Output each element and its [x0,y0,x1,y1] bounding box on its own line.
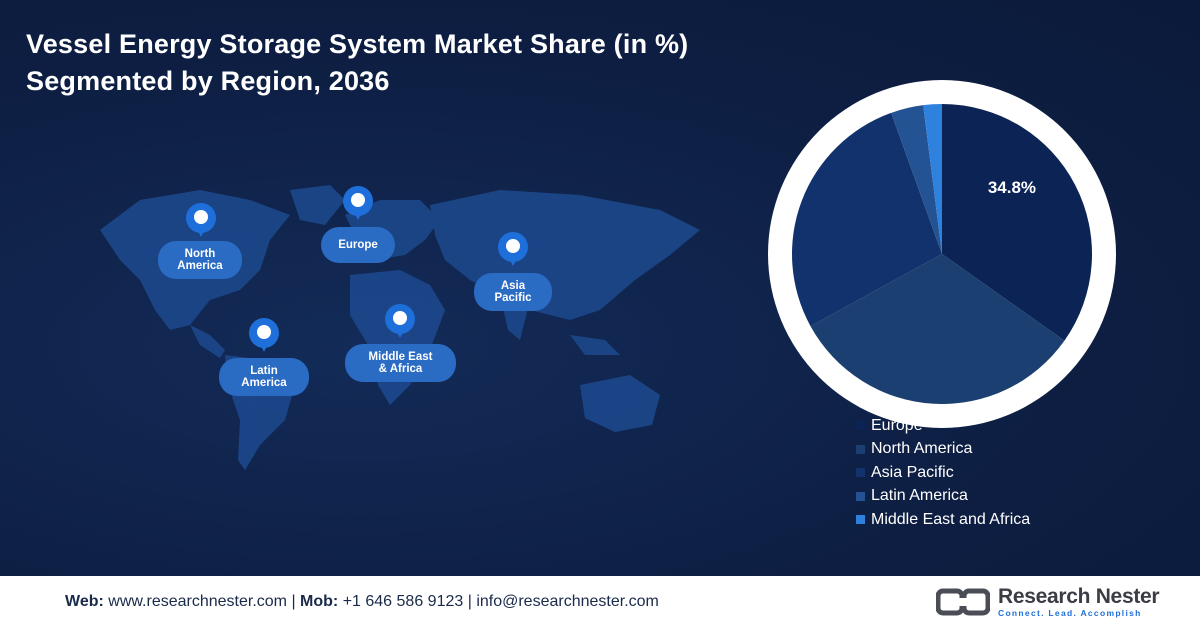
legend-label: Asia Pacific [871,463,954,481]
legend-swatch [856,444,865,454]
pie-slice-north-america [810,254,1065,404]
pie-slice-latin-america [891,105,942,254]
legend-item: Middle East and Africa [856,508,1030,532]
map-pin-icon [498,232,528,272]
map-label-latin-america: Latin America [219,358,309,396]
map-label-asia-pacific: Asia Pacific [474,273,552,311]
map-pin-icon [385,304,415,344]
logo-tagline: Connect. Lead. Accomplish [998,608,1142,618]
legend-swatch [856,468,865,478]
legend-label: Middle East and Africa [871,510,1031,528]
legend-item: Europe [856,414,1030,438]
data-label: 34.8% [988,178,1036,197]
pie-slice-europe [942,104,1092,341]
map-label-north-america: North America [158,241,242,279]
separator: | [287,593,301,610]
separator: | [463,593,477,610]
logo-name: Research Nester [998,585,1160,608]
email-value: info@researchnester.com [476,593,659,610]
legend-item: Asia Pacific [856,461,1030,485]
legend-label: Europe [871,416,923,434]
web-value: www.researchnester.com [103,593,287,610]
legend-label: North America [871,440,973,458]
map-label-middle-east-africa: Middle East & Africa [345,344,456,382]
legend-swatch [856,491,865,501]
map-label-europe: Europe [321,227,395,263]
chart-title: Vessel Energy Storage System Market Shar… [26,26,688,100]
mob-label: Mob: [300,593,339,610]
mob-value: +1 646 586 9123 [338,593,464,610]
legend-swatch [856,421,865,431]
infographic-panel: Vessel Energy Storage System Market Shar… [0,0,1200,576]
web-label: Web: [65,593,104,610]
legend-item: North America [856,438,1030,462]
contact-info: Web: www.researchnester.com | Mob: +1 64… [65,593,659,611]
map-pin-icon [186,203,216,243]
map-pin-icon [249,318,279,358]
title-line-2: Segmented by Region, 2036 [26,66,390,96]
legend-item: Latin America [856,485,1030,509]
research-nester-logo: Research Nester Connect. Lead. Accomplis… [935,584,1160,620]
logo-mark-icon [935,588,991,616]
pie-chart: 34.8% [792,104,1092,404]
map-pin-icon [343,186,373,226]
pie-slice-asia-pacific [792,112,942,327]
chart-legend: Europe North America Asia Pacific Latin Ame… [856,414,1030,532]
title-line-1: Vessel Energy Storage System Market Shar… [26,29,689,59]
footer-bar: Web: www.researchnester.com | Mob: +1 64… [0,576,1200,628]
legend-swatch [856,515,865,525]
pie-slice-middle-east-and-africa [923,104,942,254]
legend-label: Latin America [871,487,968,505]
